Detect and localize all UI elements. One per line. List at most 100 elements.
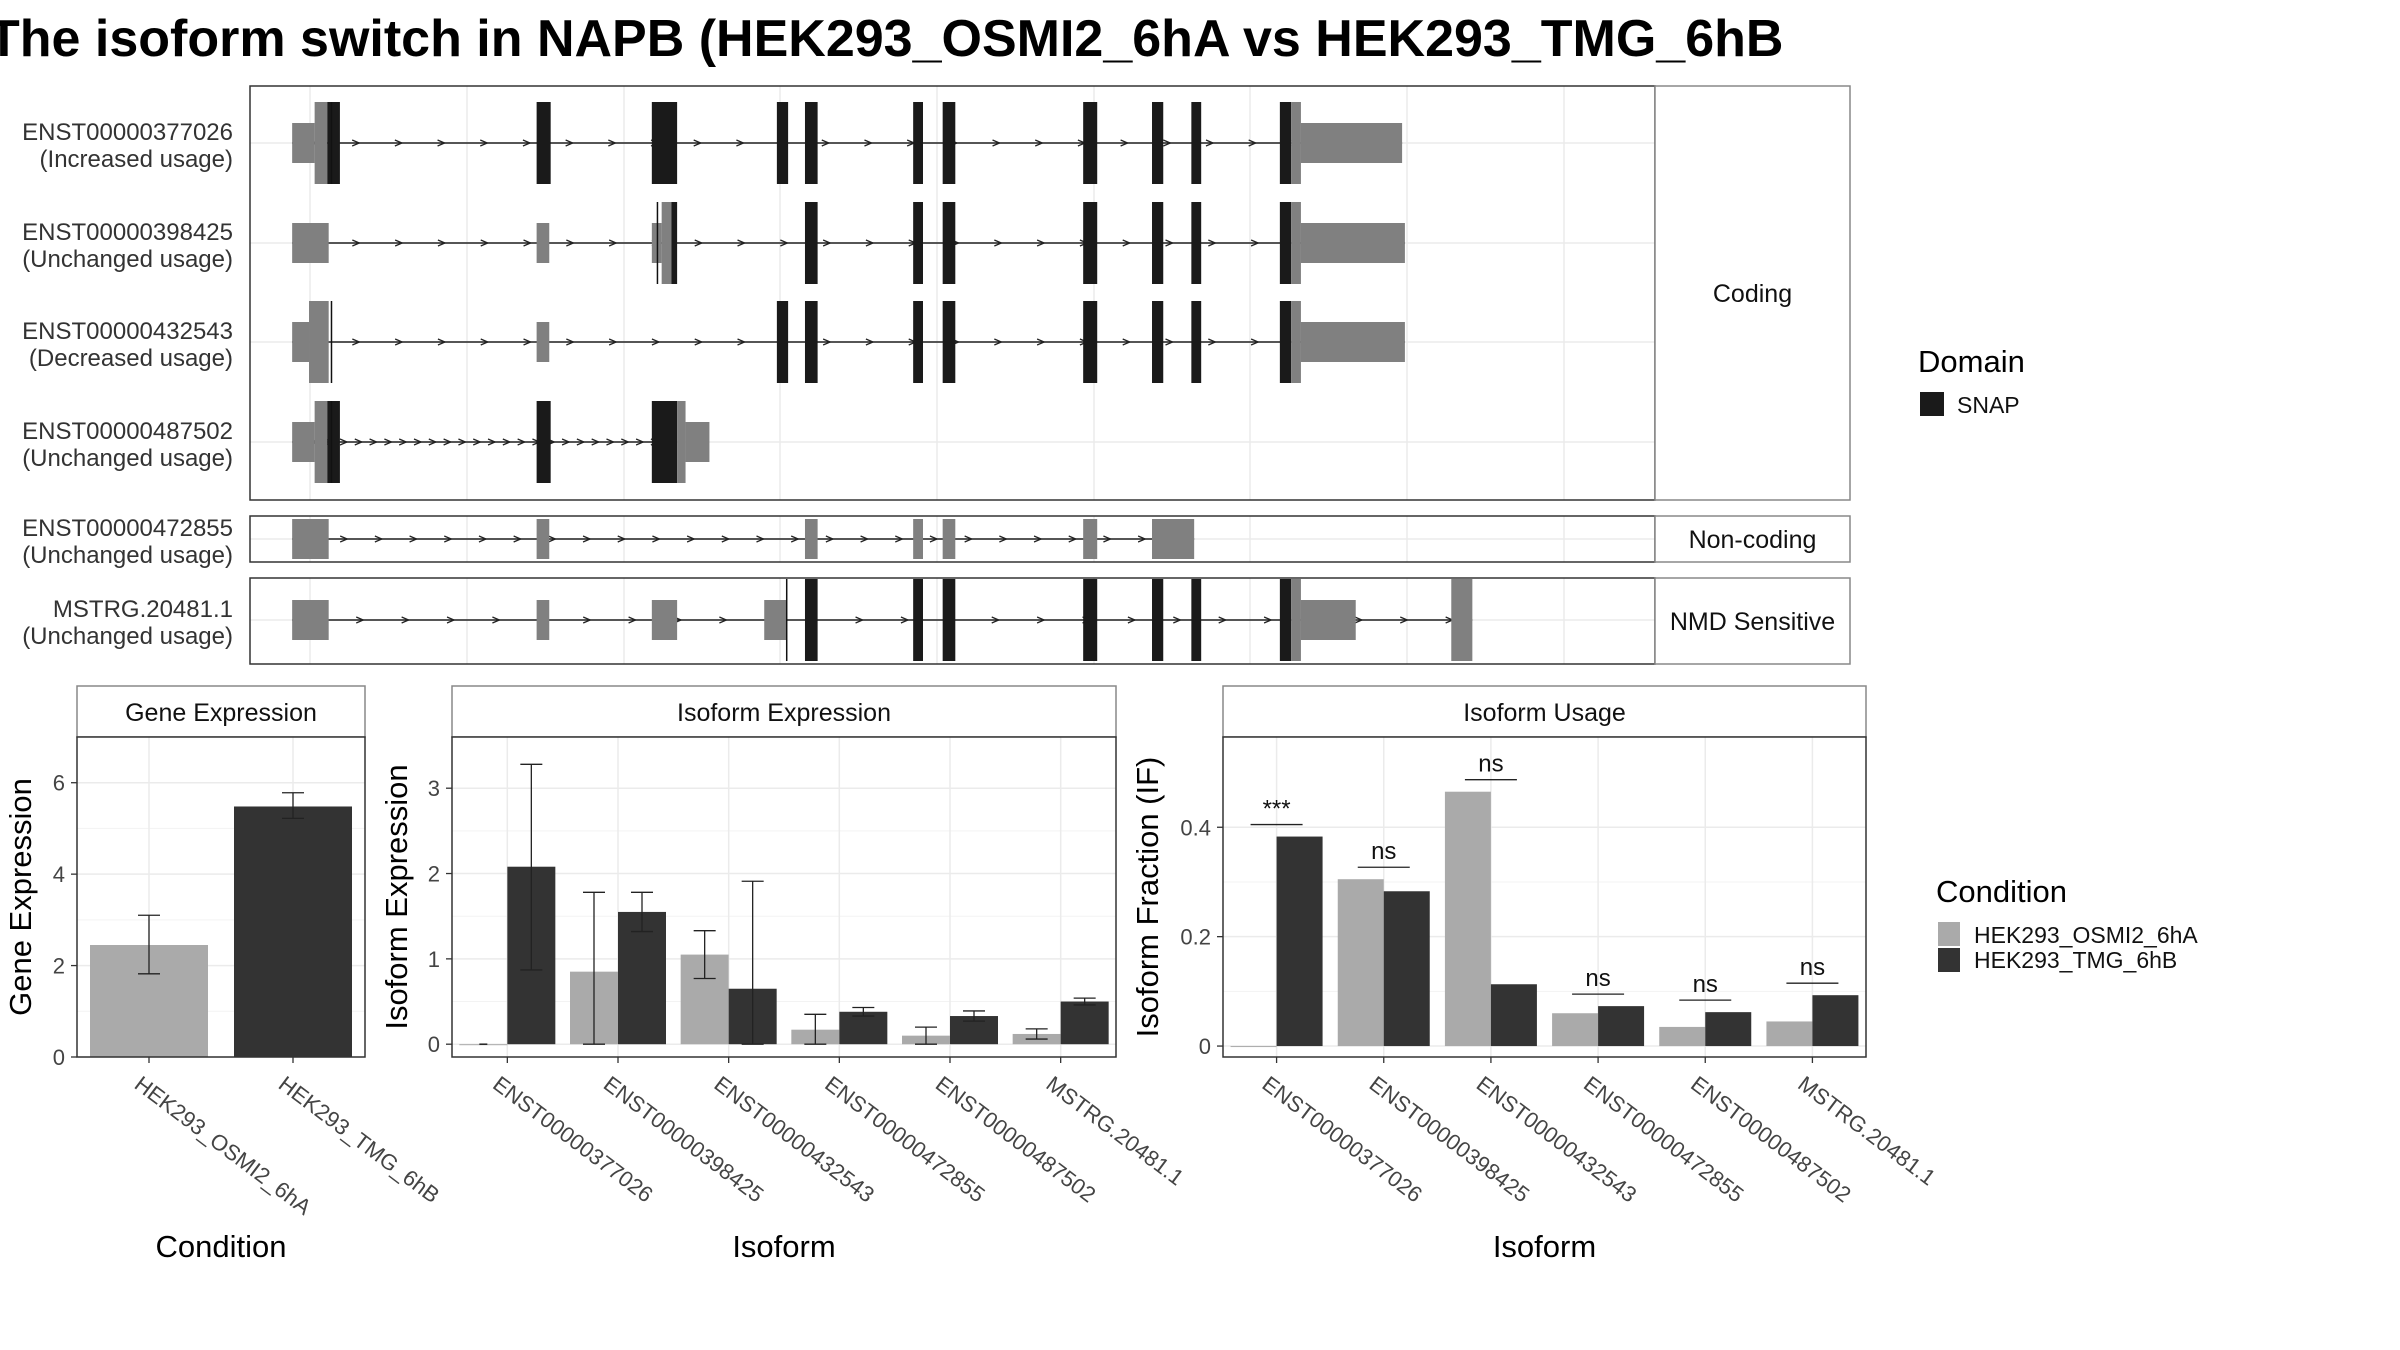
strand-arrow [565, 139, 575, 147]
snap-domain-exon [1191, 301, 1202, 383]
exon [1291, 202, 1301, 284]
snap-domain-exon [913, 102, 923, 184]
strand-arrow [855, 616, 865, 624]
panel-strip-title: Gene Expression [125, 699, 317, 727]
snap-domain-exon [913, 202, 923, 284]
strand-arrow [582, 535, 592, 543]
snap-domain-exon [1152, 579, 1164, 661]
transcript-id-label: ENST00000377026 [22, 119, 233, 146]
y-tick-label: 1 [428, 947, 440, 972]
snap-domain-exon [804, 301, 818, 383]
exon [536, 223, 550, 263]
group-strip [1654, 577, 1851, 665]
transcript-id-label: ENST00000472855 [22, 515, 233, 542]
exon [1083, 519, 1098, 559]
strand-arrow [606, 438, 616, 446]
bar [1337, 879, 1384, 1047]
snap-legend-key [1920, 392, 1944, 416]
snap-domain-exon [913, 579, 923, 661]
exon [677, 401, 686, 483]
strand-arrow [478, 535, 488, 543]
snap-domain-exon [1083, 301, 1098, 383]
y-axis-title: Isoform Expression [379, 764, 414, 1029]
transcript-usage-label: (Increased usage) [40, 146, 233, 173]
snap-domain-exon [804, 579, 818, 661]
exon [1300, 123, 1403, 163]
snap-domain-exon [1279, 102, 1292, 184]
strand-arrow [991, 616, 1001, 624]
significance-label: ns [1693, 971, 1718, 998]
snap-domain-exon [776, 301, 789, 383]
snap-domain-exon [327, 401, 340, 483]
snap-domain-exon [942, 579, 956, 661]
strand-arrow [492, 616, 502, 624]
strand-arrow [548, 535, 557, 543]
panel-strip [451, 685, 1117, 738]
snap-domain-exon [1279, 579, 1292, 661]
strand-arrow [576, 438, 586, 446]
strand-arrow [374, 535, 384, 543]
y-tick-label: 2 [53, 954, 65, 979]
exon [651, 600, 678, 640]
y-tick-label: 2 [428, 862, 440, 887]
strand-arrow [566, 338, 575, 346]
strand-arrow [686, 535, 696, 543]
strand-arrow [1173, 616, 1182, 624]
group-strip-label: Non-coding [1689, 526, 1817, 554]
transcript-usage-label: (Decreased usage) [29, 345, 233, 372]
strand-arrow [522, 139, 532, 147]
group-strip-label: NMD Sensitive [1670, 608, 1835, 636]
exon [661, 202, 672, 284]
bar [618, 911, 666, 1045]
exon [536, 519, 550, 559]
strand-arrow [994, 338, 1003, 346]
panel-strip-title: Isoform Usage [1463, 699, 1626, 727]
exon [314, 401, 328, 483]
bar [1444, 791, 1491, 1047]
transcript-id-label: ENST00000487502 [22, 418, 233, 445]
strand-arrow [443, 438, 453, 446]
strand-arrow [822, 338, 832, 346]
strand-arrow [964, 535, 974, 543]
strand-arrow [1120, 139, 1130, 147]
snap-domain-exon [1152, 301, 1164, 383]
strand-arrow [369, 438, 379, 446]
bar [1598, 1006, 1645, 1047]
structure-group-0: Coding [249, 85, 1851, 501]
transcript-MSTRG.20481.1 [292, 579, 1473, 661]
strand-arrow [513, 535, 523, 543]
strand-arrow [860, 535, 870, 543]
exon [1291, 301, 1301, 383]
domain-legend: Domain SNAP [1918, 344, 2025, 418]
y-tick-label: 4 [53, 862, 65, 887]
y-tick-label: 0 [1199, 1034, 1211, 1059]
condition-legend-item: HEK293_TMG_6hB [1974, 947, 2177, 973]
strand-arrow [1250, 239, 1260, 247]
x-axis-title: Condition [156, 1229, 287, 1264]
strand-arrow [437, 139, 447, 147]
bar [1705, 1012, 1752, 1047]
strand-arrow [523, 338, 533, 346]
strand-arrow [756, 535, 766, 543]
strand-arrow [351, 139, 361, 147]
transcript-id-label: ENST00000432543 [22, 318, 233, 345]
strand-arrow [790, 535, 800, 543]
bar [1230, 1046, 1277, 1048]
strand-arrow [1137, 535, 1147, 543]
strand-arrow [502, 438, 512, 446]
significance-label: ns [1371, 838, 1396, 865]
domain-legend-title: Domain [1918, 344, 2025, 379]
exon [913, 519, 923, 559]
exon [1451, 579, 1473, 661]
strand-arrow [394, 239, 404, 247]
strand-arrow [517, 438, 527, 446]
strand-arrow [339, 438, 349, 446]
significance-label: ns [1585, 965, 1610, 992]
transcript-usage-label: (Unchanged usage) [22, 623, 233, 650]
exon [536, 600, 550, 640]
snap-domain-exon [1191, 102, 1202, 184]
strand-arrow [394, 139, 404, 147]
strand-arrow [721, 535, 731, 543]
strand-arrow [480, 239, 490, 247]
exon [292, 123, 315, 163]
